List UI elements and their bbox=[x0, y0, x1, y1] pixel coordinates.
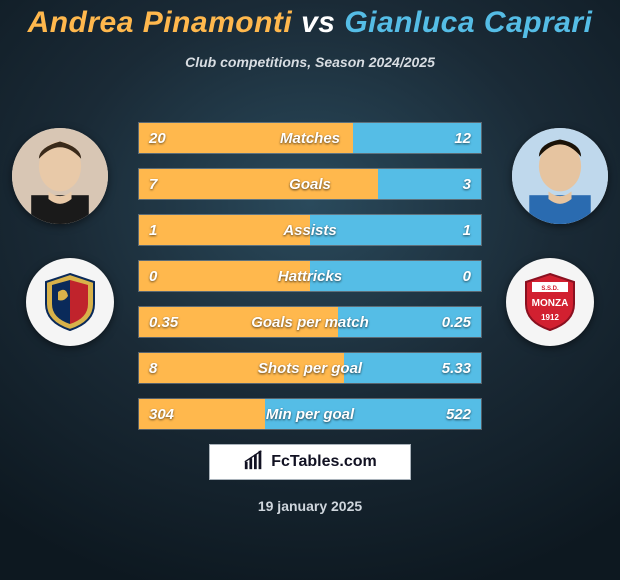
stat-value-left: 0.35 bbox=[139, 307, 188, 337]
stat-row: 11Assists bbox=[138, 214, 482, 246]
stat-value-right: 5.33 bbox=[432, 353, 481, 383]
stat-value-right: 522 bbox=[436, 399, 481, 429]
title-vs: vs bbox=[301, 6, 335, 39]
stat-row: 2012Matches bbox=[138, 122, 482, 154]
page-title: Andrea Pinamonti vs Gianluca Caprari bbox=[0, 6, 620, 40]
stat-value-left: 0 bbox=[139, 261, 167, 291]
stat-row: 73Goals bbox=[138, 168, 482, 200]
svg-text:S.S.D.: S.S.D. bbox=[541, 286, 559, 292]
title-player1: Andrea Pinamonti bbox=[28, 6, 293, 39]
stat-row: 304522Min per goal bbox=[138, 398, 482, 430]
stat-value-left: 8 bbox=[139, 353, 167, 383]
svg-text:1912: 1912 bbox=[541, 313, 559, 322]
stat-value-right: 3 bbox=[453, 169, 481, 199]
stat-value-right: 1 bbox=[453, 215, 481, 245]
stat-value-right: 0.25 bbox=[432, 307, 481, 337]
player2-avatar bbox=[512, 128, 608, 224]
stat-fill-left bbox=[139, 353, 344, 383]
player1-club-badge bbox=[26, 258, 114, 346]
brand-logo-icon bbox=[243, 449, 265, 476]
brand-badge: FcTables.com bbox=[209, 444, 411, 480]
stat-value-left: 1 bbox=[139, 215, 167, 245]
date-text: 19 january 2025 bbox=[0, 498, 620, 514]
stat-value-left: 304 bbox=[139, 399, 184, 429]
stat-row: 0.350.25Goals per match bbox=[138, 306, 482, 338]
stat-row: 00Hattricks bbox=[138, 260, 482, 292]
brand-text: FcTables.com bbox=[271, 453, 377, 471]
stat-value-left: 20 bbox=[139, 123, 176, 153]
stat-value-right: 0 bbox=[453, 261, 481, 291]
stat-row: 85.33Shots per goal bbox=[138, 352, 482, 384]
title-player2: Gianluca Caprari bbox=[344, 6, 592, 39]
stat-fill-left bbox=[139, 169, 378, 199]
svg-text:MONZA: MONZA bbox=[532, 298, 569, 309]
player2-club-badge: S.S.D. MONZA 1912 bbox=[506, 258, 594, 346]
stat-value-right: 12 bbox=[444, 123, 481, 153]
player1-avatar bbox=[12, 128, 108, 224]
stats-rows: 2012Matches73Goals11Assists00Hattricks0.… bbox=[138, 122, 482, 444]
stat-value-left: 7 bbox=[139, 169, 167, 199]
subtitle: Club competitions, Season 2024/2025 bbox=[0, 54, 620, 70]
